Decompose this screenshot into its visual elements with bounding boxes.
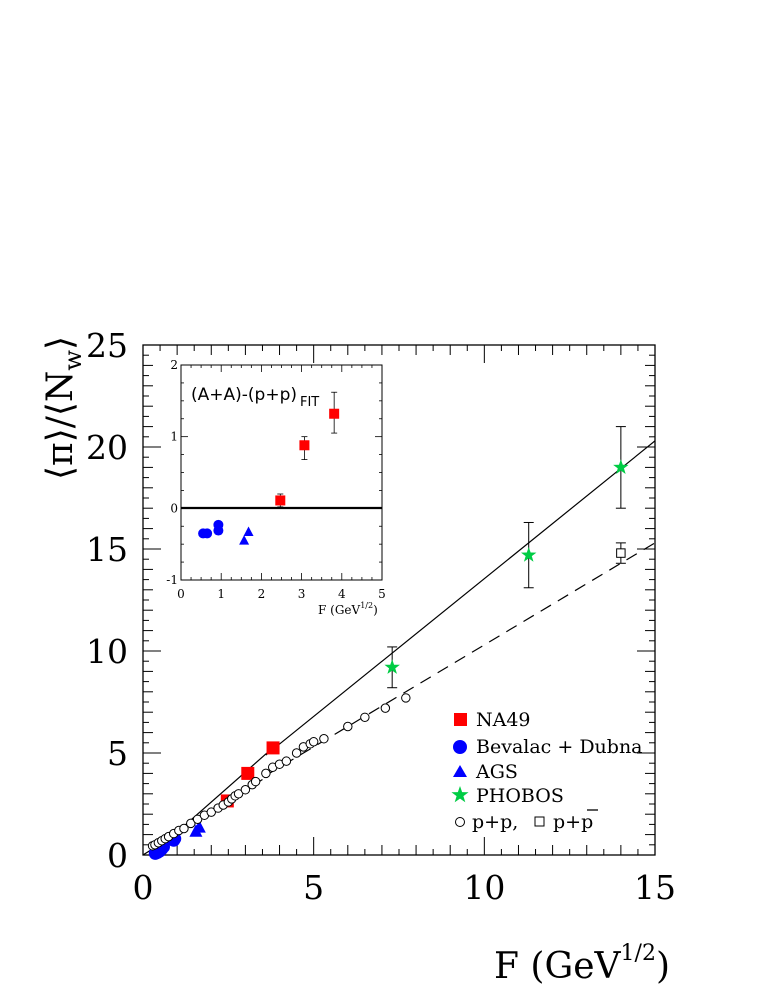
inset-na49-point bbox=[329, 408, 340, 419]
phobos-point bbox=[384, 659, 400, 674]
p-p-point bbox=[192, 814, 203, 825]
p-p-point bbox=[261, 768, 271, 779]
legend-label-na49: NA49 bbox=[476, 709, 531, 731]
main-y-tick-label: 10 bbox=[86, 632, 128, 671]
inset-y-tick-label: -1 bbox=[166, 573, 178, 587]
inset-y-tick-label: 1 bbox=[170, 430, 178, 444]
legend-marker-pp bbox=[455, 817, 465, 827]
phobos-point bbox=[613, 459, 629, 474]
inset-title-main: (A+A)-(p+p) bbox=[191, 385, 297, 405]
inset-y-tick-label: 0 bbox=[170, 501, 178, 515]
p-p-point bbox=[616, 548, 626, 558]
p-p-point bbox=[186, 818, 196, 829]
inset-x-tick-label: 4 bbox=[338, 587, 346, 601]
inset-na49-point bbox=[275, 495, 286, 506]
main-y-tick-label: 25 bbox=[86, 326, 128, 365]
legend-label-ags: AGS bbox=[475, 761, 518, 783]
main-x-axis-title-close: ) bbox=[656, 946, 670, 987]
p-p-point bbox=[343, 721, 353, 732]
inset-y-tick-label: 2 bbox=[170, 358, 178, 372]
phobos-point bbox=[520, 547, 537, 562]
main-x-tick-label: 10 bbox=[463, 868, 505, 907]
legend-label-bevalac-dubna: Bevalac + Dubna bbox=[476, 736, 643, 758]
inset-x-tick-label: 0 bbox=[177, 587, 185, 601]
p-p-point bbox=[206, 807, 216, 817]
na49-point bbox=[241, 766, 255, 780]
main-fit-line-1 bbox=[265, 440, 655, 756]
p-p-point bbox=[291, 748, 302, 758]
inset-x-axis-title: F (GeV1/2) bbox=[318, 601, 378, 617]
legend-label-phobos: PHOBOS bbox=[476, 785, 564, 807]
legend-label-pp: p+p, bbox=[472, 811, 518, 833]
p-p-point bbox=[240, 784, 251, 795]
main-y-tick-label: 15 bbox=[86, 530, 128, 569]
legend-label-ppbar: p+p bbox=[553, 811, 593, 833]
main-y-axis-title-part-a: ⟨π⟩/⟨N bbox=[40, 371, 81, 480]
legend: NA49 Bevalac + Dubna AGS PHOBOS p+p, p+p bbox=[451, 709, 643, 833]
p-p-point bbox=[250, 776, 261, 787]
inset-x-tick-label: 2 bbox=[258, 587, 266, 601]
main-x-tick-label: 15 bbox=[634, 868, 676, 907]
inset-na49-point bbox=[299, 440, 310, 451]
main-y-tick-label: 20 bbox=[86, 428, 128, 467]
legend-marker-na49 bbox=[454, 713, 467, 726]
p-p-point bbox=[233, 789, 244, 799]
ags-point bbox=[192, 820, 206, 833]
legend-marker-ppbar bbox=[534, 816, 545, 827]
p-p-point bbox=[281, 756, 292, 766]
main-data-marks bbox=[147, 426, 629, 860]
p-p-point bbox=[401, 693, 411, 703]
inset-x-axis-title-exponent: 1/2 bbox=[360, 601, 373, 610]
legend-marker-ags bbox=[453, 765, 467, 777]
legend-marker-phobos bbox=[451, 786, 469, 803]
main-y-tick-label: 5 bbox=[107, 734, 128, 773]
p-p-point bbox=[319, 733, 329, 744]
inset-x-tick-label: 1 bbox=[217, 587, 225, 601]
inset-title: (A+A)-(p+p) FIT bbox=[191, 385, 319, 410]
main-x-axis-title: F (GeV1/2) bbox=[494, 941, 670, 987]
main-x-tick-label: 0 bbox=[133, 868, 154, 907]
p-p-point bbox=[179, 823, 189, 834]
inset-x-tick-label: 5 bbox=[378, 587, 386, 601]
inset-x-axis-title-base: F (GeV bbox=[318, 603, 361, 617]
inset-ags-point bbox=[239, 535, 250, 545]
main-y-axis-title-part-b: ⟩ bbox=[40, 336, 81, 350]
inset-data-marks bbox=[198, 391, 340, 545]
inset-bevalac-dubna-point bbox=[213, 519, 224, 530]
main-x-axis-title-exponent: 1/2 bbox=[621, 941, 656, 966]
inset-title-subscript: FIT bbox=[300, 395, 319, 410]
main-y-axis-title-subscript: w bbox=[59, 350, 87, 371]
inset-bevalac-dubna-point bbox=[202, 528, 213, 539]
main-axis-ticks bbox=[142, 344, 656, 856]
main-y-axis-title: ⟨π⟩/⟨Nw⟩ bbox=[40, 336, 87, 480]
p-p-point bbox=[380, 703, 391, 713]
inset-ags-point bbox=[243, 526, 254, 536]
na49-point bbox=[266, 741, 280, 755]
main-x-tick-label: 5 bbox=[303, 868, 324, 907]
inset-x-tick-label: 3 bbox=[298, 587, 306, 601]
p-p-point bbox=[308, 737, 319, 747]
main-x-axis-title-base: F (GeV bbox=[494, 946, 622, 987]
p-p-point bbox=[360, 712, 370, 723]
legend-marker-bevalac-dubna bbox=[453, 740, 467, 754]
main-y-tick-label: 0 bbox=[107, 836, 128, 875]
inset-x-axis-title-close: ) bbox=[373, 603, 378, 617]
